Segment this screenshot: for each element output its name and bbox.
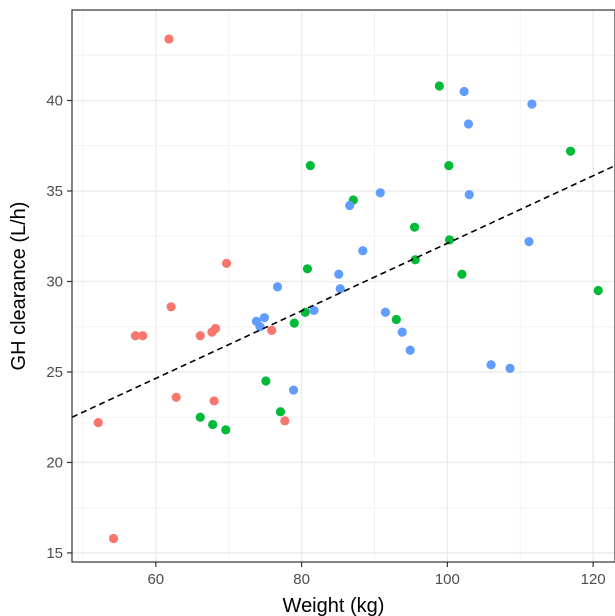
data-point bbox=[457, 269, 467, 279]
data-point bbox=[300, 307, 310, 317]
data-point bbox=[375, 188, 385, 198]
data-point bbox=[288, 385, 299, 395]
y-tick-label: 20 bbox=[46, 454, 63, 471]
data-point bbox=[210, 323, 221, 334]
data-point bbox=[486, 360, 496, 370]
data-point bbox=[302, 264, 313, 274]
data-point bbox=[505, 363, 515, 373]
y-tick-label: 30 bbox=[46, 273, 63, 290]
data-point bbox=[397, 327, 407, 337]
data-point bbox=[259, 313, 270, 323]
major-gridlines bbox=[72, 10, 615, 562]
data-point bbox=[459, 86, 469, 97]
data-point bbox=[108, 533, 119, 544]
data-point bbox=[130, 331, 141, 341]
data-point bbox=[405, 345, 415, 355]
data-point bbox=[391, 314, 401, 325]
data-point bbox=[434, 81, 444, 91]
y-axis-title: GH clearance (L/h) bbox=[8, 202, 30, 371]
plot-panel-border bbox=[71, 9, 615, 563]
data-point bbox=[209, 396, 219, 406]
minor-gridlines bbox=[72, 10, 615, 562]
data-point bbox=[221, 258, 232, 268]
data-point bbox=[166, 302, 176, 312]
data-point bbox=[195, 331, 205, 341]
data-point bbox=[565, 146, 576, 156]
x-tick-label: 120 bbox=[581, 571, 606, 588]
x-axis: 60 80 100 120 bbox=[147, 562, 606, 588]
data-point bbox=[280, 416, 290, 426]
x-tick-label: 60 bbox=[147, 571, 164, 588]
data-point bbox=[309, 305, 319, 316]
data-point bbox=[335, 284, 345, 294]
data-point bbox=[164, 34, 174, 44]
data-points bbox=[93, 34, 603, 544]
data-point bbox=[524, 237, 534, 247]
data-point bbox=[463, 119, 474, 129]
data-point bbox=[358, 246, 368, 256]
data-point bbox=[261, 376, 271, 386]
data-point bbox=[380, 307, 391, 317]
x-tick-label: 100 bbox=[435, 571, 460, 588]
y-tick-label: 15 bbox=[46, 545, 63, 562]
data-point bbox=[267, 325, 277, 335]
data-point bbox=[208, 419, 218, 430]
data-point bbox=[171, 392, 181, 402]
y-axis: 15 20 25 30 35 40 bbox=[46, 92, 72, 562]
data-point bbox=[195, 412, 205, 422]
data-point bbox=[334, 269, 344, 279]
data-point bbox=[138, 331, 148, 341]
y-tick-label: 25 bbox=[46, 364, 63, 381]
data-point bbox=[221, 425, 231, 435]
data-point bbox=[272, 282, 283, 292]
data-point bbox=[444, 161, 454, 171]
data-point bbox=[255, 322, 265, 332]
data-point bbox=[409, 222, 420, 232]
data-point bbox=[93, 418, 103, 428]
data-point bbox=[305, 161, 315, 171]
data-point bbox=[464, 190, 474, 200]
x-axis-title: Weight (kg) bbox=[283, 595, 385, 616]
data-point bbox=[345, 200, 355, 211]
data-point bbox=[444, 235, 455, 245]
y-tick-label: 35 bbox=[46, 183, 63, 200]
data-point bbox=[275, 407, 286, 417]
data-point bbox=[593, 285, 603, 296]
data-point bbox=[289, 318, 299, 328]
x-tick-label: 80 bbox=[293, 571, 310, 588]
data-point bbox=[527, 99, 537, 109]
y-tick-label: 40 bbox=[46, 92, 63, 109]
